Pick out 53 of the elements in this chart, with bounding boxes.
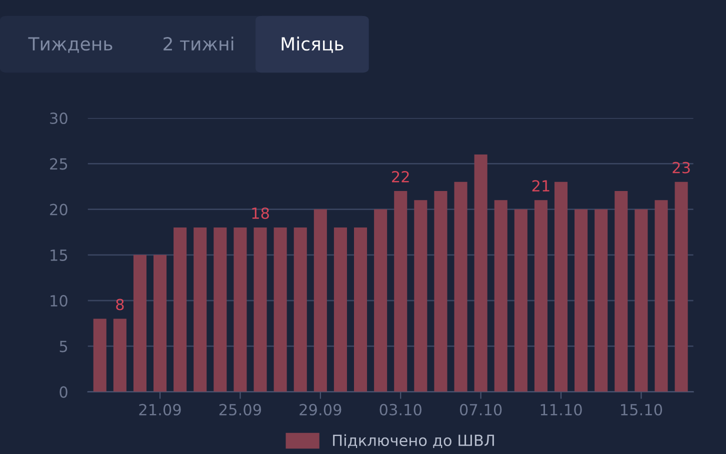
x-tick-label: 29.09 (300, 404, 342, 416)
bar (234, 228, 247, 392)
data-label: 18 (252, 207, 269, 220)
x-tick-label: 25.09 (219, 404, 262, 416)
y-tick-label: 10 (50, 295, 68, 307)
bar (154, 254, 167, 392)
bar (374, 209, 388, 392)
bar (274, 228, 287, 392)
bar (534, 200, 548, 392)
bar (514, 209, 528, 392)
bar (194, 228, 207, 392)
bar (394, 191, 408, 392)
data-label: 8 (116, 298, 124, 310)
bar (574, 209, 588, 392)
y-tick-label: 0 (60, 386, 68, 398)
text: Місяць (282, 36, 344, 53)
bar (434, 191, 448, 392)
y-tick-label: 15 (50, 250, 68, 261)
x-tick-label: 07.10 (460, 404, 502, 416)
bar (93, 318, 106, 392)
bar (474, 154, 488, 392)
x-tick-label: 15.10 (621, 404, 662, 416)
data-label: 23 (672, 162, 690, 174)
bar (254, 228, 267, 392)
x-tick-label: 21.09 (139, 404, 181, 416)
bar (133, 254, 146, 392)
bar (314, 209, 327, 392)
bar (634, 209, 648, 392)
bar (113, 318, 126, 392)
y-tick-label: 25 (50, 158, 68, 170)
bar (454, 182, 468, 392)
data-label: 22 (392, 170, 409, 182)
bar (614, 191, 628, 392)
y-tick-label: 20 (50, 204, 68, 216)
bar (354, 228, 368, 392)
bar (294, 228, 307, 392)
y-tick-label: 5 (60, 340, 68, 352)
data-label: 21 (532, 180, 550, 192)
bar (214, 228, 227, 392)
x-tick-label: 11.10 (540, 404, 582, 416)
bar (554, 182, 568, 392)
x-tick-label: 03.10 (380, 404, 422, 416)
bar (654, 200, 668, 392)
bar (674, 182, 688, 392)
text: Тиждень (28, 37, 112, 53)
bar (414, 200, 428, 392)
bar (594, 209, 608, 392)
bar (174, 228, 187, 392)
bar (494, 200, 508, 392)
bar (334, 228, 347, 392)
legend-label: Підключено до ШВЛ (333, 434, 494, 448)
text: 2 тижні (164, 36, 234, 50)
y-tick-label: 30 (50, 112, 68, 124)
